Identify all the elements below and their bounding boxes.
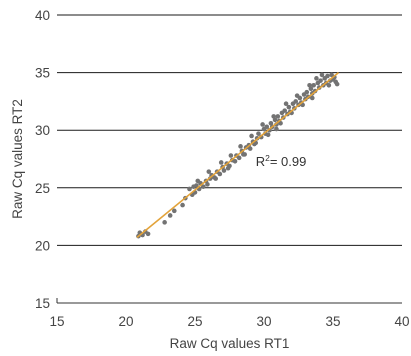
trendline-layer xyxy=(136,71,340,238)
data-point-90 xyxy=(271,114,276,119)
data-point-4 xyxy=(145,231,151,237)
data-point-31 xyxy=(236,155,242,161)
tick-labels: 15 20 25 30 35 40 15 20 25 30 35 40 xyxy=(35,8,410,329)
data-point-94 xyxy=(228,153,234,158)
r-squared-annotation: R2= 0.99 xyxy=(256,153,307,169)
data-point-8 xyxy=(180,202,185,208)
data-point-7 xyxy=(172,208,177,214)
x-tick-label-2: 25 xyxy=(187,314,202,329)
data-point-6 xyxy=(167,213,173,218)
data-point-23 xyxy=(217,171,223,177)
data-point-46 xyxy=(268,120,274,126)
data-point-100 xyxy=(278,120,283,126)
r-squared-superscript: 2 xyxy=(265,153,270,163)
y-tick-label-4: 35 xyxy=(35,66,50,81)
y-tick-label-2: 25 xyxy=(35,181,50,196)
data-point-92 xyxy=(249,133,254,139)
data-point-98 xyxy=(191,184,196,189)
data-point-50 xyxy=(275,114,281,119)
y-tick-label-5: 40 xyxy=(35,8,50,23)
x-tick-label-0: 15 xyxy=(49,314,64,329)
data-point-96 xyxy=(206,169,212,174)
data-point-29 xyxy=(232,159,238,164)
data-point-99 xyxy=(265,132,271,138)
data-point-66 xyxy=(304,89,310,95)
data-point-5 xyxy=(162,220,167,225)
data-point-78 xyxy=(325,73,330,79)
data-point-18 xyxy=(205,182,210,187)
y-tick-label-0: 15 xyxy=(35,296,50,311)
data-point-40 xyxy=(256,131,261,136)
data-point-86 xyxy=(314,76,319,81)
data-point-109 xyxy=(274,126,279,132)
data-point-48 xyxy=(272,117,278,123)
data-point-36 xyxy=(247,146,253,151)
data-point-74 xyxy=(318,78,323,83)
y-tick-label-1: 20 xyxy=(35,238,50,253)
data-point-56 xyxy=(286,104,292,110)
data-point-106 xyxy=(225,165,231,171)
r-squared-base: R xyxy=(256,154,265,169)
data-point-107 xyxy=(213,176,218,181)
data-point-88 xyxy=(294,93,300,98)
data-point-70 xyxy=(311,82,316,88)
r-squared-value: = 0.99 xyxy=(270,154,307,169)
data-point-95 xyxy=(218,160,224,165)
data-point-54 xyxy=(282,108,288,113)
x-tick-label-3: 30 xyxy=(256,314,271,329)
data-point-16 xyxy=(200,184,206,189)
data-point-25 xyxy=(221,168,227,173)
y-axis-title: Raw Cq values RT2 xyxy=(10,99,25,219)
data-point-91 xyxy=(260,122,265,127)
data-point-103 xyxy=(310,95,315,101)
data-point-87 xyxy=(307,82,312,88)
x-tick-label-4: 35 xyxy=(325,314,340,329)
data-point-97 xyxy=(195,178,201,184)
x-axis-title: Raw Cq values RT1 xyxy=(170,336,290,351)
data-point-104 xyxy=(326,82,332,88)
data-point-60 xyxy=(293,99,299,104)
data-point-89 xyxy=(283,101,289,107)
axes xyxy=(56,298,402,304)
data-point-44 xyxy=(264,124,270,130)
data-point-85 xyxy=(319,72,325,78)
gridlines xyxy=(57,14,402,246)
data-point-105 xyxy=(242,152,247,157)
x-tick-label-1: 20 xyxy=(118,314,133,329)
data-point-84 xyxy=(334,81,340,87)
data-point-68 xyxy=(308,86,314,92)
trendline xyxy=(136,71,340,238)
data-point-93 xyxy=(238,144,243,149)
data-point-10 xyxy=(187,186,192,192)
x-tick-label-5: 40 xyxy=(394,314,409,329)
y-tick-label-3: 30 xyxy=(35,123,50,138)
